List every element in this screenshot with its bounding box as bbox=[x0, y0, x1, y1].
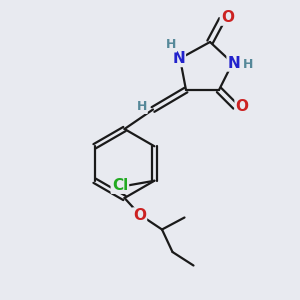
Text: H: H bbox=[243, 58, 253, 71]
Text: O: O bbox=[236, 99, 249, 114]
Text: Cl: Cl bbox=[112, 178, 128, 193]
Text: H: H bbox=[166, 38, 176, 52]
Text: N: N bbox=[172, 51, 185, 66]
Text: O: O bbox=[133, 208, 146, 224]
Text: N: N bbox=[228, 56, 240, 70]
Text: H: H bbox=[136, 100, 147, 113]
Text: O: O bbox=[221, 10, 234, 25]
